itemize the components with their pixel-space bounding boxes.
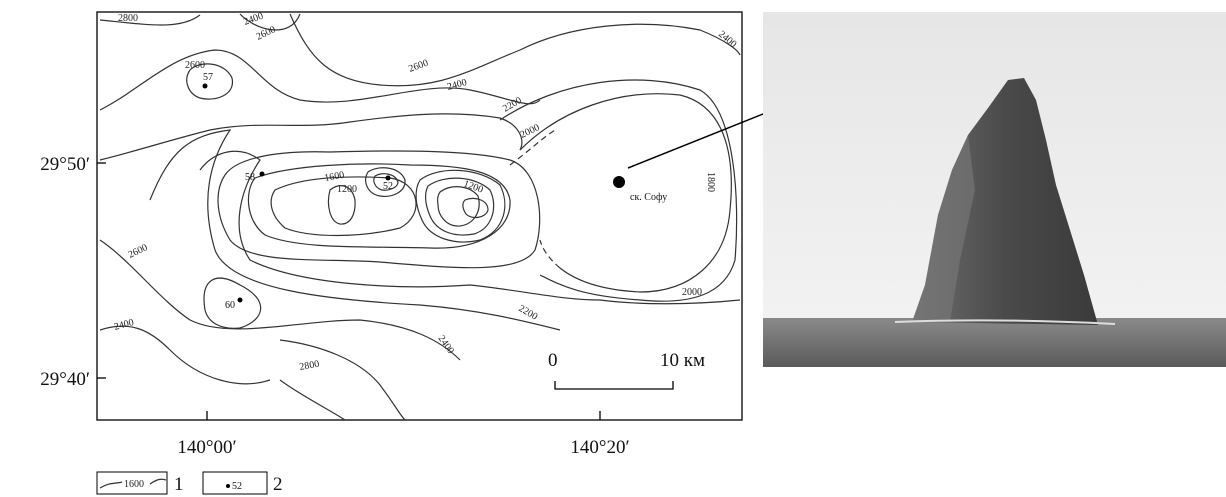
map-frame xyxy=(96,11,743,421)
contour-label: 2800 xyxy=(118,13,138,24)
lat-label: 29°40′ xyxy=(40,369,90,390)
legend-sample: 1600 xyxy=(124,479,144,490)
legend-box xyxy=(96,471,168,495)
photo xyxy=(763,12,1226,367)
site-label: ск. Софу xyxy=(630,192,667,203)
arrow xyxy=(627,111,769,169)
contour-label: 2800 xyxy=(299,359,321,373)
stations: 57 58 52 60 xyxy=(202,72,393,311)
station-label: 60 xyxy=(225,300,235,311)
lon-label: 140°20′ xyxy=(570,437,629,458)
legend-sample: 52 xyxy=(232,481,242,492)
scale-bar xyxy=(554,381,674,390)
site-dot xyxy=(613,176,625,188)
contour-label: 2400 xyxy=(113,317,135,333)
lat-label: 29°50′ xyxy=(40,154,90,175)
contour-label: 1600 xyxy=(324,170,346,184)
station-dot xyxy=(202,83,208,89)
station-dot xyxy=(385,175,391,181)
scale-end: 10 км xyxy=(660,350,705,371)
contour-label: 2000 xyxy=(682,287,702,298)
legend-line xyxy=(99,478,167,489)
station-label: 57 xyxy=(203,72,213,83)
legend-box xyxy=(202,471,268,495)
contours xyxy=(99,13,741,421)
station-label: 52 xyxy=(383,181,393,192)
station-dot xyxy=(259,171,265,177)
legend-dot xyxy=(226,484,230,488)
legend-label: 2 xyxy=(273,474,283,495)
contour-label: 1200 xyxy=(337,184,357,195)
contour-label: 2400 xyxy=(446,77,468,93)
lon-label: 140°00′ xyxy=(177,437,236,458)
contour-label: 2600 xyxy=(185,60,205,71)
station-dot xyxy=(237,297,243,303)
contour-label: 1800 xyxy=(705,172,716,192)
legend-label: 1 xyxy=(174,474,184,495)
scale-start: 0 xyxy=(548,350,558,371)
station-label: 58 xyxy=(245,172,255,183)
